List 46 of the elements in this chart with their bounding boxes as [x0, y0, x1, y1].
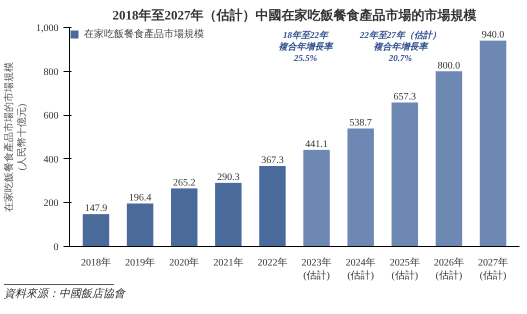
annotation: 複合年增長率 [278, 42, 335, 52]
annotation: 20.7% [388, 52, 413, 63]
bar [259, 166, 286, 246]
x-tick-label: 2022年 [257, 256, 288, 268]
text: 441.1 [305, 138, 328, 150]
chart-title: 2018年至2027年（估計）中國在家吃飯餐食產品市場的市場規模 [112, 8, 476, 22]
bar [436, 71, 462, 246]
x-tick-label: 2019年 [125, 256, 156, 268]
text: 657.3 [394, 92, 416, 103]
x-tick-label: 2025年 (估計) [390, 256, 420, 282]
x-tick-label: 2027年 (估計) [478, 256, 508, 282]
x-tick-label: 2024年 (估計) [346, 256, 376, 282]
source-note: 資料來源：中國飯店協會 [4, 286, 125, 302]
bar [303, 150, 330, 246]
y-tick-label: 600 [44, 110, 58, 122]
x-tick-label: 2026年 (估計) [434, 256, 464, 282]
text: 290.3 [217, 172, 240, 183]
text: 940.0 [482, 30, 504, 41]
x-tick-label: 2018年 [80, 256, 111, 268]
y-tick-label: 800 [44, 66, 58, 78]
annotation: 複合年增長率 [373, 42, 430, 52]
bar [392, 102, 418, 246]
bar [347, 128, 374, 246]
text: 265.2 [172, 177, 196, 188]
bar [215, 182, 242, 246]
bar [82, 214, 110, 246]
y-tick-label: 1,000 [36, 23, 58, 34]
y-axis-title: 在家吃飯餐食產品市場的市場規模 (人民幣十億元) [2, 62, 28, 212]
annotation: 22年至27年（估計） [358, 30, 441, 40]
annotation: 18年至22年 [283, 30, 330, 40]
y-tick-label: 400 [44, 154, 58, 166]
y-tick-label: 200 [44, 198, 58, 210]
x-tick-label: 2021年 [213, 256, 244, 268]
annotation: 25.5% [292, 52, 318, 63]
text: 800.0 [438, 60, 460, 72]
text: 538.7 [349, 118, 372, 129]
bar [126, 203, 154, 246]
x-tick-label: 2020年 [169, 256, 200, 268]
legend-label: 在家吃飯餐食產品市場規模 [84, 28, 204, 41]
bar [480, 40, 506, 246]
text: 196.4 [128, 192, 152, 204]
y-tick-label: 0 [54, 242, 58, 253]
text: 367.3 [261, 155, 284, 166]
text: 147.9 [84, 203, 108, 214]
bar [170, 188, 198, 246]
x-tick-label: 2023年 (估計) [302, 256, 332, 282]
